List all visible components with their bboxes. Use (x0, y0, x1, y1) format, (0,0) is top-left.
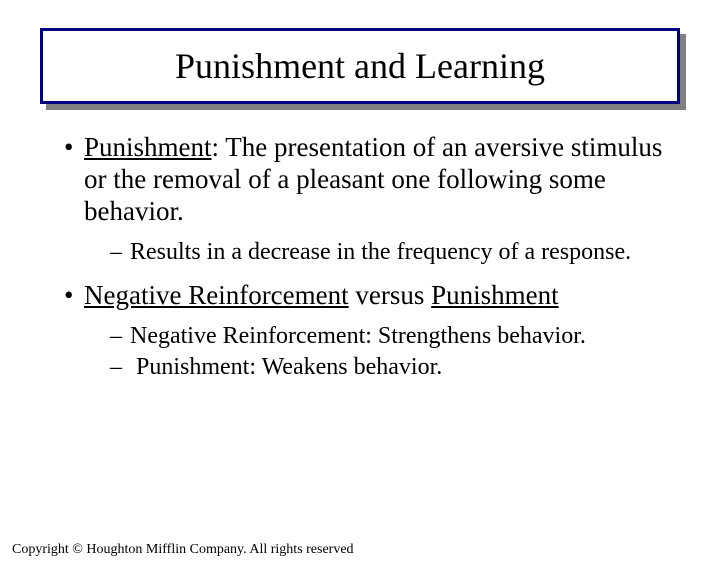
copyright-footer: Copyright © Houghton Mifflin Company. Al… (12, 542, 354, 558)
title-container: Punishment and Learning (40, 28, 680, 104)
bullet-2-u1: Negative Reinforcement (84, 280, 349, 310)
dash-marker: – (110, 353, 130, 382)
bullet-2-u2: Punishment (431, 280, 559, 310)
bullet-2-sub-1-text: Negative Reinforcement: Strengthens beha… (130, 323, 586, 349)
bullet-1-sub-1: –Results in a decrease in the frequency … (130, 238, 680, 267)
bullet-2: •Negative Reinforcement versus Punishmen… (84, 280, 680, 312)
bullet-2-sub-2-text: Punishment: Weakens behavior. (130, 354, 442, 380)
title-box: Punishment and Learning (40, 28, 680, 104)
bullet-2-mid: versus (349, 280, 432, 310)
bullet-2-sub-1: –Negative Reinforcement: Strengthens beh… (130, 322, 680, 351)
bullet-1: •Punishment: The presentation of an aver… (84, 132, 680, 228)
dash-marker: – (110, 238, 130, 267)
content-area: •Punishment: The presentation of an aver… (40, 132, 680, 382)
bullet-1-sub-1-text: Results in a decrease in the frequency o… (130, 239, 631, 265)
bullet-1-term: Punishment (84, 132, 212, 162)
bullet-marker: • (64, 132, 84, 164)
dash-marker: – (110, 322, 130, 351)
bullet-marker: • (64, 280, 84, 312)
bullet-2-sub-2: – Punishment: Weakens behavior. (130, 353, 680, 382)
slide-title: Punishment and Learning (53, 45, 667, 87)
